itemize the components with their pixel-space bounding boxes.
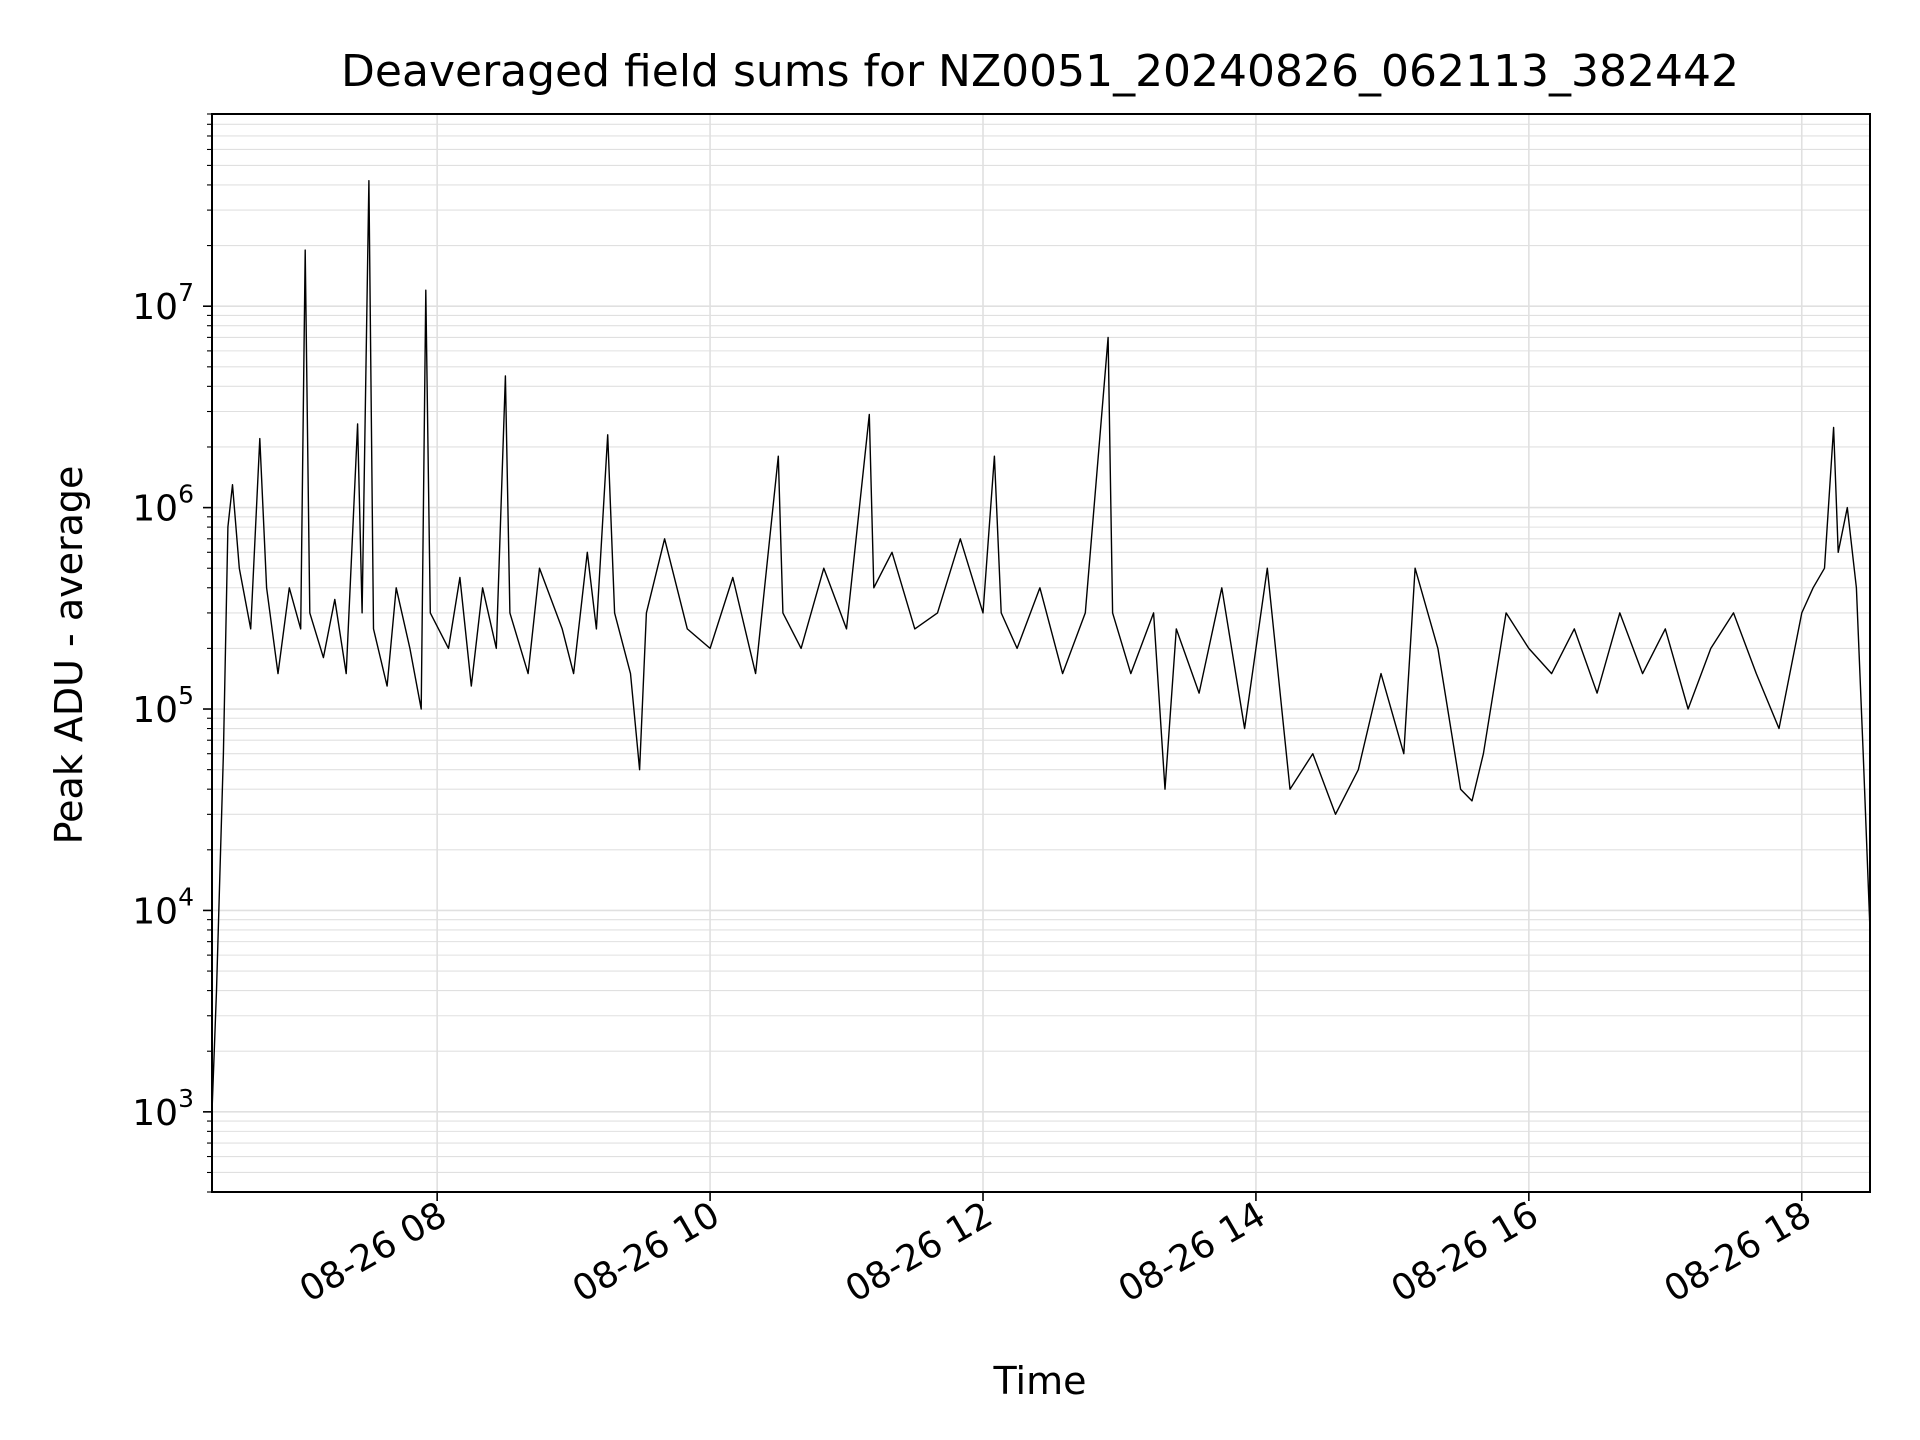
- y-tick-label-exponent: 7: [178, 278, 194, 307]
- y-tick-label-base: 10: [132, 1093, 178, 1134]
- y-tick-label: 106: [132, 480, 194, 530]
- chart-title: Deaveraged field sums for NZ0051_2024082…: [341, 46, 1739, 97]
- x-axis-label: Time: [993, 1359, 1087, 1403]
- y-tick-label: 103: [132, 1084, 194, 1134]
- y-tick-label-exponent: 3: [178, 1084, 194, 1113]
- plot-area-frame: [211, 113, 1871, 1193]
- grid: [212, 113, 1870, 1193]
- y-tick-label-base: 10: [132, 891, 178, 932]
- y-tick-label-exponent: 6: [178, 480, 194, 509]
- y-tick-label: 107: [132, 278, 194, 328]
- series-line: [211, 179, 1871, 1112]
- y-tick-label-base: 10: [132, 287, 178, 328]
- y-tick-label-exponent: 4: [178, 882, 194, 911]
- series-layer: [211, 179, 1871, 1112]
- y-axis-label: Peak ADU - average: [47, 466, 91, 845]
- y-tick-label: 104: [132, 882, 194, 932]
- y-tick-label-base: 10: [132, 489, 178, 530]
- y-tick-label-exponent: 5: [178, 681, 194, 710]
- y-tick-label: 105: [132, 681, 194, 731]
- y-tick-label-base: 10: [132, 690, 178, 731]
